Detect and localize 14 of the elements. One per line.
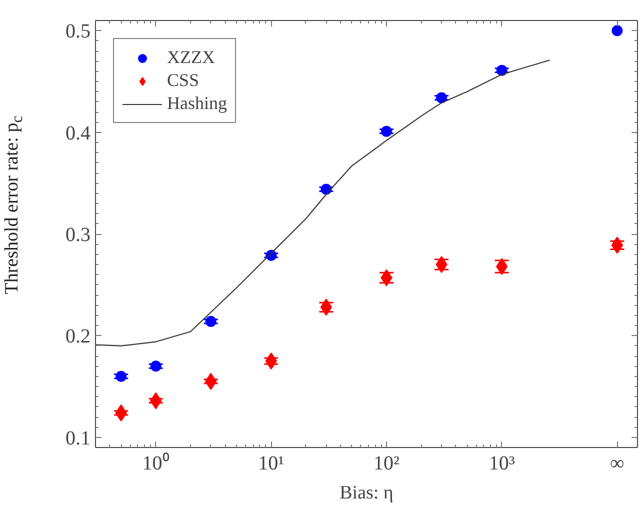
y-tick-label: 0.4 bbox=[66, 122, 90, 144]
x-tick-label: 10³ bbox=[488, 452, 515, 474]
y-tick-label: 0.3 bbox=[66, 224, 90, 246]
legend-label: Hashing bbox=[167, 93, 227, 114]
x-tick-label: 10⁰ bbox=[142, 452, 170, 474]
legend-label: CSS bbox=[167, 70, 200, 91]
x-tick-label: 10¹ bbox=[258, 452, 284, 474]
legend-label: XZZX bbox=[167, 47, 215, 68]
x-tick-label: ∞ bbox=[610, 452, 624, 474]
y-tick-label: 0.2 bbox=[66, 326, 90, 348]
x-tick-label: 10² bbox=[374, 452, 400, 474]
y-tick-label: 0.5 bbox=[66, 20, 90, 43]
y-tick-label: 0.1 bbox=[66, 427, 90, 450]
x-axis-title: Bias: η bbox=[340, 482, 394, 504]
